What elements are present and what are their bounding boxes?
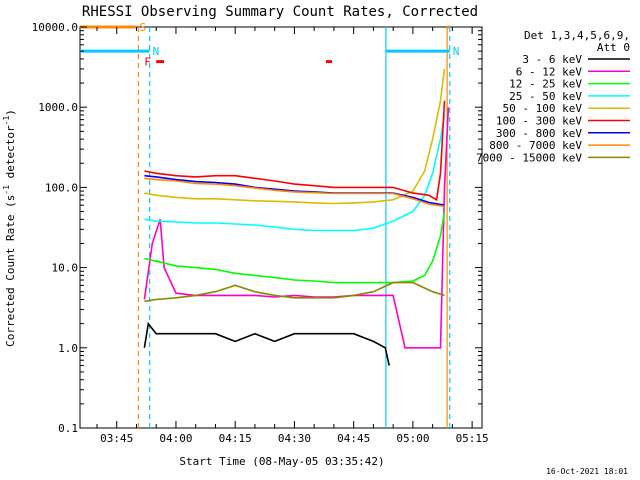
y-axis-label-end: )	[4, 109, 17, 116]
y-tick-label: 10.0	[52, 262, 79, 275]
series-line	[144, 68, 446, 205]
x-tick-label: 03:45	[100, 432, 133, 445]
x-tick-label: 04:15	[219, 432, 252, 445]
chart-title: RHESSI Observing Summary Count Rates, Co…	[82, 4, 478, 20]
annotation-layer: SN NF	[80, 21, 459, 428]
series-layer	[143, 68, 450, 366]
y-axis-label: Corrected Count Rate (s-1 detector-1)	[2, 109, 17, 347]
series-line	[144, 211, 446, 284]
y-tick-label: 0.1	[58, 422, 78, 435]
x-axis-label: Start Time (08-May-05 03:35:42)	[179, 455, 384, 468]
footer-timestamp: 16-Oct-2021 18:01	[546, 467, 628, 476]
y-tick-label: 1.0	[58, 342, 78, 355]
y-axis-label-exp1: -1	[2, 185, 11, 195]
legend-header-line1: Det 1,3,4,5,6,9,	[524, 29, 630, 42]
annotation-bar-label: N	[153, 45, 160, 58]
y-tick-label: 100.0	[45, 181, 78, 194]
y-axis-label-main: Corrected Count Rate (s	[4, 195, 17, 347]
legend-label: 7000 - 15000 keV	[476, 151, 582, 164]
series-line	[144, 100, 446, 202]
legend-label: 6 - 12 keV	[516, 65, 583, 78]
legend-label: 50 - 100 keV	[503, 102, 583, 115]
annotation-bar-label: S	[139, 21, 146, 34]
axes-layer: 0.1 1.0 10.0 100.0 1000.0 10000.0 03:45 04:00 04…	[32, 21, 489, 445]
annotation-bar-label: F	[144, 56, 151, 69]
y-axis-label-exp2: -1	[2, 116, 11, 126]
legend-label: 100 - 300 keV	[496, 115, 582, 128]
legend-label: 800 - 7000 keV	[489, 139, 582, 152]
x-tick-label: 04:30	[278, 432, 311, 445]
y-tick-label: 10000.0	[32, 21, 78, 34]
x-tick-label: 05:15	[456, 432, 489, 445]
series-line	[144, 281, 445, 303]
legend-label: 12 - 25 keV	[509, 78, 582, 91]
legend-label: 25 - 50 keV	[509, 90, 582, 103]
series-line	[143, 321, 390, 366]
x-tick-label: 04:45	[337, 432, 370, 445]
y-axis-label-mid: detector	[4, 125, 17, 185]
y-tick-label: 1000.0	[38, 101, 78, 114]
plot-frame	[79, 26, 483, 429]
x-tick-label: 05:00	[396, 432, 429, 445]
legend-label: 3 - 6 keV	[522, 53, 582, 66]
x-tick-label: 04:00	[159, 432, 192, 445]
series-line	[144, 177, 445, 208]
legend-label: 300 - 800 keV	[496, 127, 582, 140]
annotation-bar-label: N	[453, 45, 460, 58]
legend-header-line2: Att 0	[597, 41, 630, 54]
